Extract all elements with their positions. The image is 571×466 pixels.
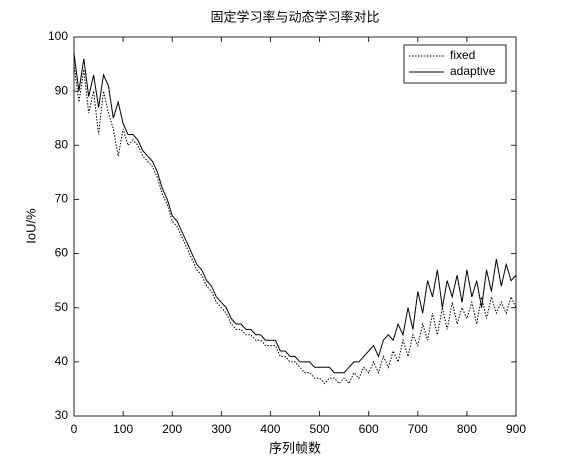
x-tick-label: 200: [162, 422, 182, 436]
x-tick-label: 400: [260, 422, 280, 436]
y-tick-label: 60: [55, 246, 69, 260]
x-tick-label: 800: [457, 422, 477, 436]
y-tick-label: 70: [55, 192, 69, 206]
legend-label: adaptive: [450, 64, 496, 78]
series-line: [73, 64, 517, 385]
y-axis-label: IoU/%: [23, 208, 38, 244]
plot-area: [73, 36, 517, 417]
legend-label: fixed: [450, 48, 475, 62]
legend-box: [403, 44, 507, 84]
y-tick-label: 30: [55, 408, 69, 422]
y-tick-label: 50: [55, 300, 69, 314]
x-axis-label: 序列帧数: [269, 440, 321, 455]
x-tick-label: 500: [310, 422, 330, 436]
x-tick-label: 300: [211, 422, 231, 436]
x-tick-label: 900: [506, 422, 526, 436]
y-tick-label: 40: [55, 354, 69, 368]
chart-title: 固定学习率与动态学习率对比: [210, 9, 379, 24]
y-tick-label: 80: [55, 137, 69, 151]
x-tick-label: 600: [359, 422, 379, 436]
y-tick-label: 90: [55, 83, 69, 97]
x-tick-label: 100: [113, 422, 133, 436]
y-tick-label: 100: [48, 29, 68, 43]
x-tick-label: 0: [71, 422, 78, 436]
x-tick-label: 700: [408, 422, 428, 436]
series-line: [73, 53, 517, 374]
